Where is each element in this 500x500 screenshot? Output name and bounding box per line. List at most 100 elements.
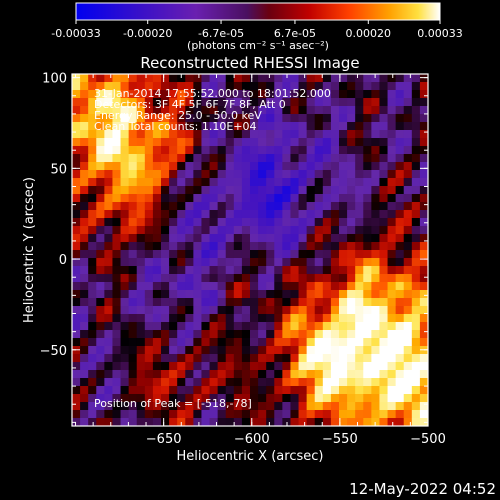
heatmap-cell: [355, 370, 364, 379]
heatmap-cell: [322, 218, 332, 227]
heatmap-cell: [152, 242, 162, 251]
heatmap-cell: [225, 266, 235, 275]
heatmap-cell: [128, 74, 138, 83]
heatmap-cell: [233, 170, 243, 179]
heatmap-cell: [387, 122, 397, 131]
heatmap-cell: [96, 242, 105, 251]
heatmap-cell: [258, 282, 267, 291]
heatmap-cell: [169, 258, 178, 267]
heatmap-cell: [185, 298, 194, 307]
heatmap-cell: [209, 194, 219, 203]
heatmap-cell: [185, 266, 194, 275]
heatmap-cell: [72, 90, 81, 99]
heatmap-cell: [330, 290, 340, 299]
heatmap-cell: [314, 234, 324, 243]
heatmap-cell: [379, 306, 389, 315]
heatmap-cell: [152, 266, 162, 275]
heatmap-cell: [371, 370, 381, 379]
heatmap-cell: [209, 138, 219, 147]
heatmap-cell: [282, 306, 292, 315]
heatmap-cell: [282, 122, 292, 131]
x-tick-label: −650: [146, 432, 182, 447]
heatmap-cell: [250, 106, 259, 115]
heatmap-cell: [144, 322, 154, 331]
heatmap-cell: [250, 74, 259, 83]
heatmap-cell: [266, 202, 275, 211]
heatmap-cell: [403, 298, 413, 307]
heatmap-cell: [144, 170, 154, 179]
heatmap-cell: [250, 194, 259, 203]
heatmap-cell: [201, 210, 211, 219]
heatmap-cell: [169, 330, 178, 339]
heatmap-cell: [201, 290, 211, 299]
heatmap-cell: [298, 266, 308, 275]
heatmap-cell: [241, 290, 251, 299]
heatmap-cell: [128, 194, 138, 203]
heatmap-cell: [322, 362, 332, 371]
heatmap-cell: [250, 218, 259, 227]
heatmap-cell: [387, 226, 397, 235]
heatmap-cell: [96, 330, 105, 339]
heatmap-cell: [306, 338, 316, 347]
heatmap-cell: [419, 338, 428, 347]
heatmap-cell: [152, 226, 162, 235]
heatmap-cell: [201, 402, 211, 411]
heatmap-cell: [379, 282, 389, 291]
heatmap-cell: [363, 146, 372, 155]
heatmap-cell: [282, 410, 292, 419]
heatmap-cell: [339, 370, 348, 379]
heatmap-cell: [144, 234, 154, 243]
heatmap-cell: [120, 282, 130, 291]
x-axis-label: Heliocentric X (arcsec): [177, 449, 324, 464]
heatmap-cell: [274, 186, 283, 195]
heatmap-cell: [371, 170, 381, 179]
heatmap-cell: [177, 186, 186, 195]
heatmap-cell: [314, 242, 324, 251]
heatmap-cell: [306, 330, 316, 339]
heatmap-cell: [96, 106, 105, 115]
heatmap-cell: [201, 378, 211, 387]
heatmap-cell: [88, 410, 97, 419]
heatmap-cell: [339, 186, 348, 195]
heatmap-cell: [355, 218, 364, 227]
heatmap-cell: [104, 74, 114, 83]
heatmap-cell: [80, 154, 89, 163]
heatmap-cell: [411, 98, 421, 107]
heatmap-cell: [112, 170, 122, 179]
heatmap-cell: [96, 274, 105, 283]
heatmap-cell: [387, 162, 397, 171]
heatmap-cell: [128, 338, 138, 347]
heatmap-cell: [72, 210, 81, 219]
heatmap-cell: [128, 210, 138, 219]
heatmap-cell: [104, 314, 114, 323]
heatmap-cell: [419, 170, 428, 179]
heatmap-cell: [411, 90, 421, 99]
heatmap-cell: [250, 330, 259, 339]
heatmap-cell: [185, 354, 194, 363]
heatmap-cell: [88, 354, 97, 363]
heatmap-cell: [411, 178, 421, 187]
heatmap-cell: [322, 234, 332, 243]
heatmap-cell: [209, 186, 219, 195]
heatmap-cell: [363, 186, 372, 195]
heatmap-cell: [96, 114, 105, 123]
heatmap-cell: [88, 226, 97, 235]
heatmap-cell: [144, 162, 154, 171]
heatmap-cell: [136, 218, 146, 227]
heatmap-cell: [274, 386, 283, 395]
heatmap-cell: [177, 154, 186, 163]
heatmap-cell: [80, 362, 89, 371]
heatmap-cell: [233, 122, 243, 131]
heatmap-cell: [233, 98, 243, 107]
heatmap-cell: [144, 370, 154, 379]
heatmap-cell: [177, 250, 186, 259]
heatmap-cell: [217, 178, 227, 187]
heatmap-cell: [330, 274, 340, 283]
heatmap-cell: [225, 330, 235, 339]
heatmap-cell: [120, 186, 130, 195]
heatmap-cell: [120, 370, 130, 379]
heatmap-cell: [403, 90, 413, 99]
heatmap-cell: [120, 154, 130, 163]
heatmap-cell: [209, 282, 219, 291]
heatmap-cell: [241, 202, 251, 211]
